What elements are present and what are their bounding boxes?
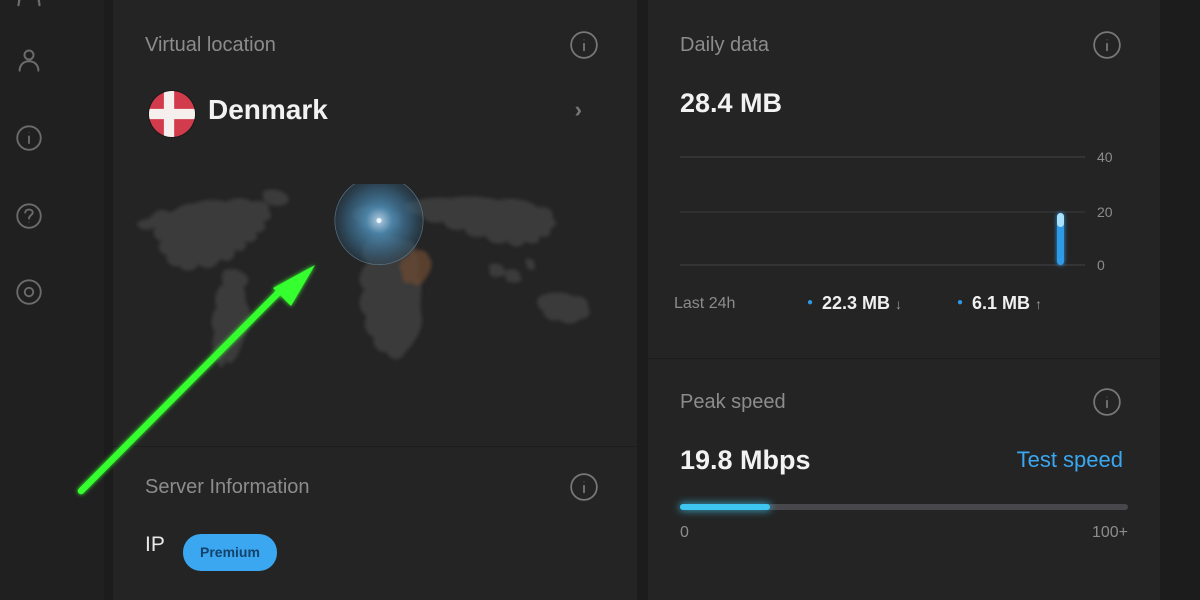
svg-text:20: 20: [1097, 204, 1113, 220]
svg-text:0: 0: [1097, 257, 1105, 273]
svg-text:40: 40: [1097, 149, 1113, 165]
